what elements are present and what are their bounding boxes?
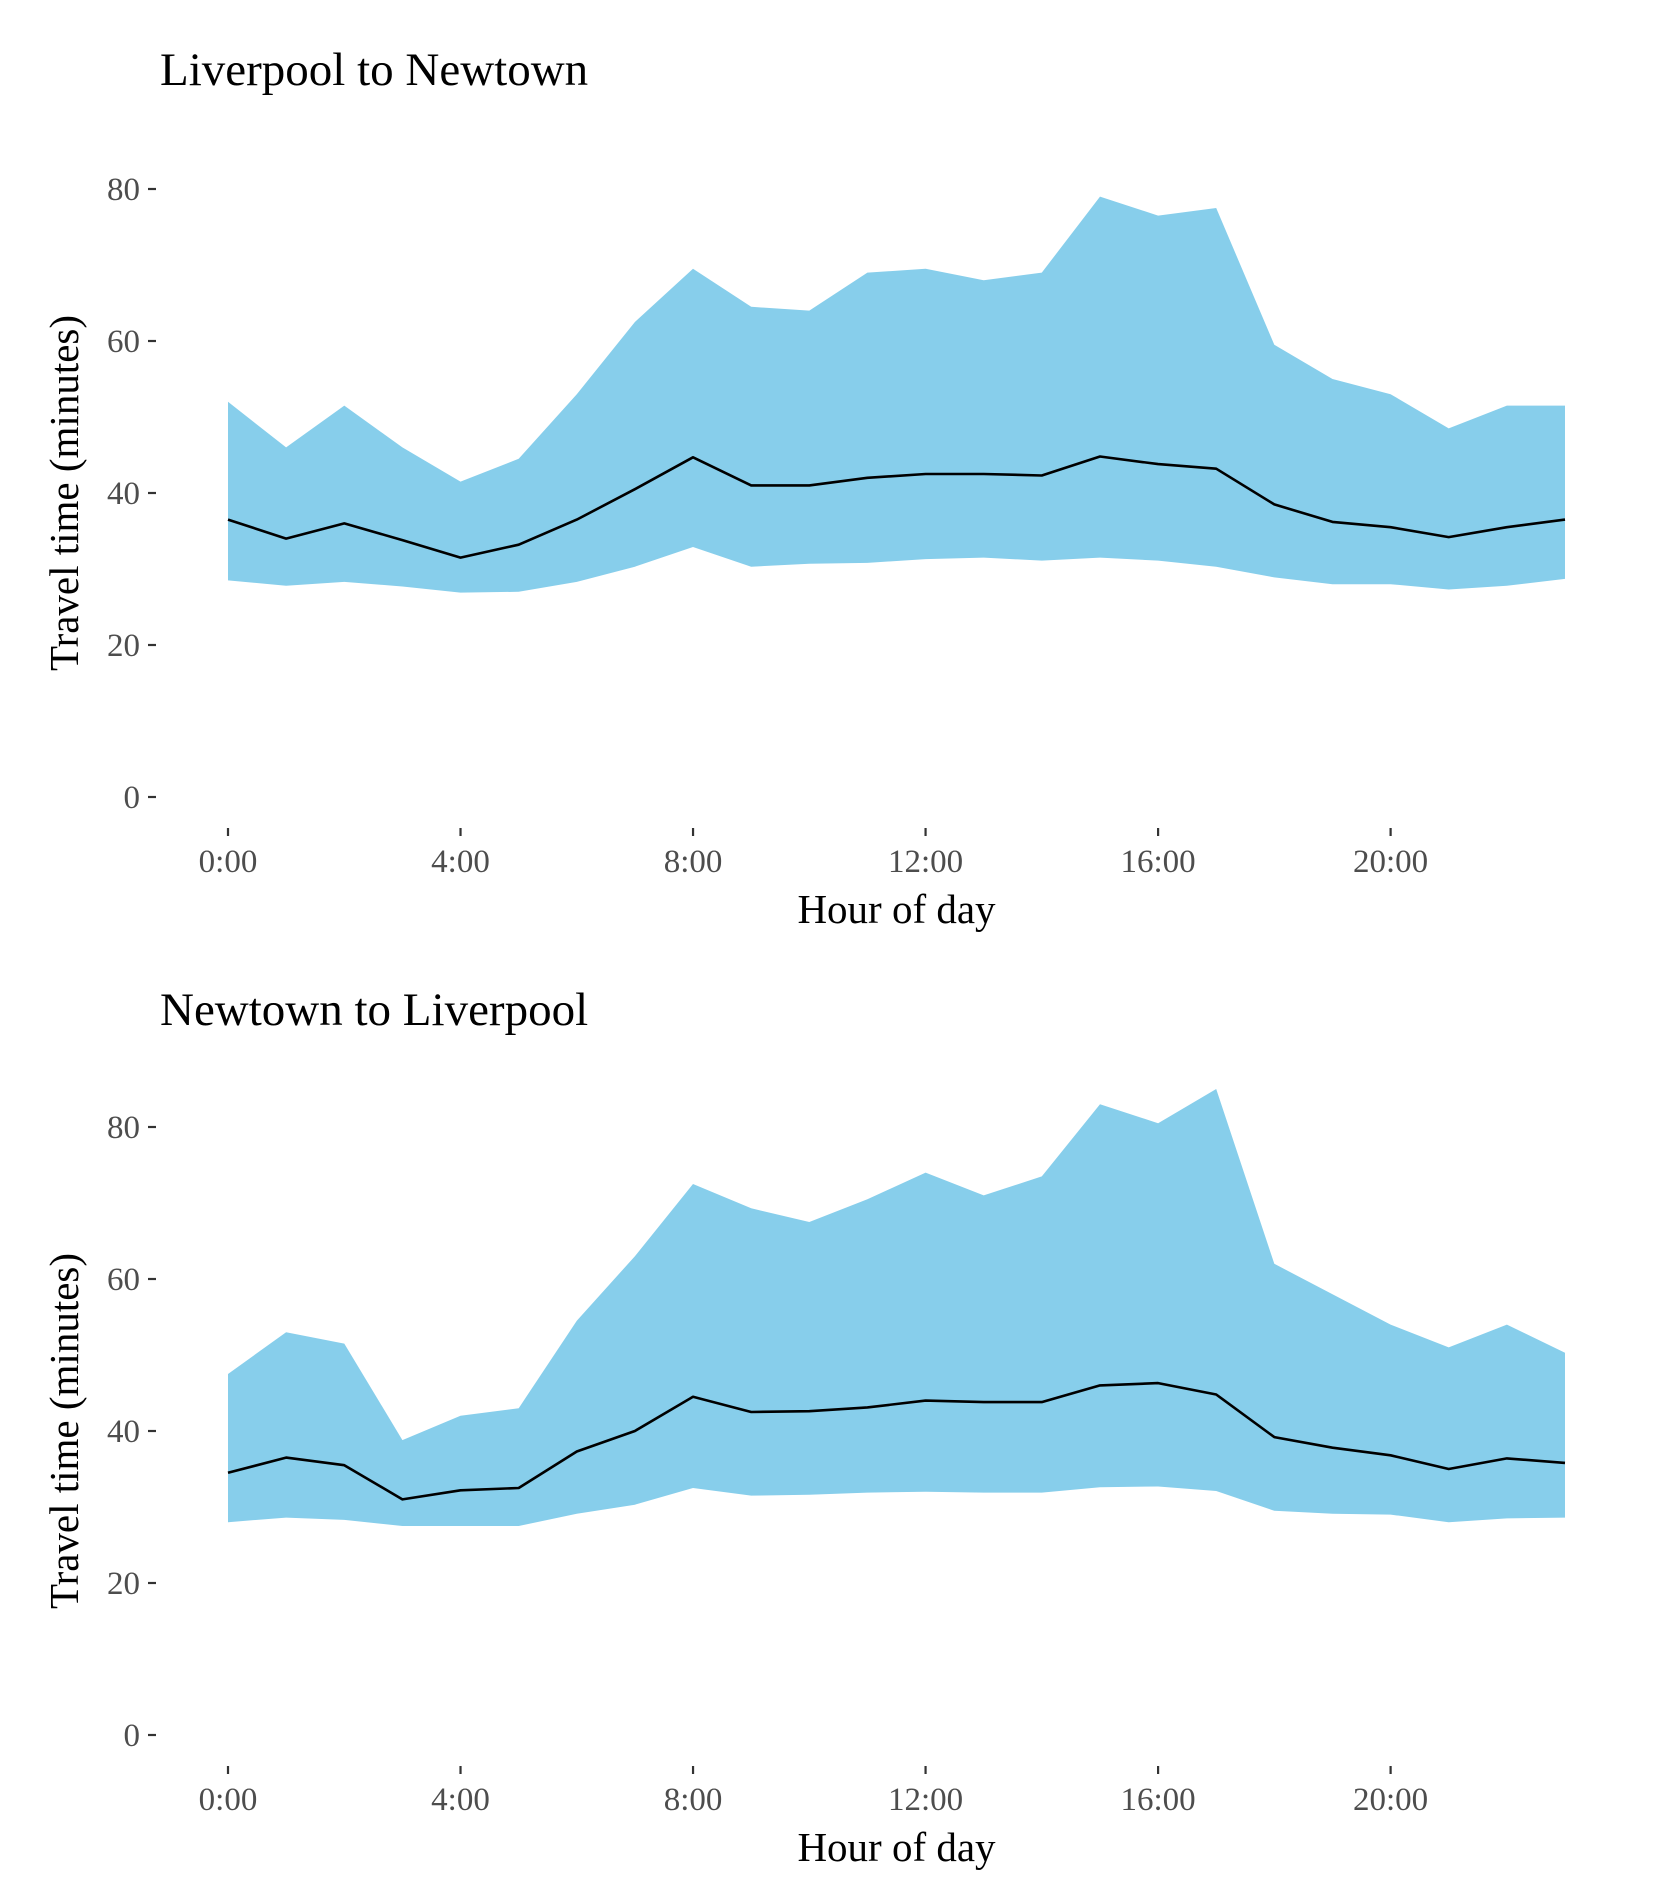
chart-title: Liverpool to Newtown	[160, 44, 588, 96]
chart-title: Newtown to Liverpool	[160, 984, 588, 1036]
chart-panel: Newtown to Liverpool 0 20 40 60 80 0:00 4:00 8:0…	[41, 984, 1566, 1870]
y-tick-label: 40	[107, 1414, 140, 1450]
x-tick-label: 8:00	[664, 844, 723, 880]
x-tick-label: 20:00	[1353, 844, 1428, 880]
y-tick-label: 0	[124, 780, 141, 816]
median-line	[227, 455, 1566, 559]
x-tick-label: 4:00	[431, 844, 490, 880]
y-tick-label: 20	[107, 1566, 140, 1602]
x-axis-title: Hour of day	[797, 1824, 996, 1870]
x-tick-label: 0:00	[199, 1782, 258, 1818]
x-tick-label: 4:00	[431, 1782, 490, 1818]
range-band	[228, 196, 1565, 593]
y-tick-label: 60	[107, 1262, 140, 1298]
y-tick-label: 40	[107, 476, 140, 512]
y-tick-label: 20	[107, 628, 140, 664]
x-axis-title: Hour of day	[797, 886, 996, 932]
y-tick-label: 80	[107, 172, 140, 208]
x-tick-label: 0:00	[199, 844, 258, 880]
y-tick-label: 0	[124, 1718, 141, 1754]
y-axis-title: Travel time (minutes)	[41, 1253, 87, 1609]
y-axis-title: Travel time (minutes)	[41, 315, 87, 671]
x-tick-label: 12:00	[888, 844, 963, 880]
y-tick-label: 80	[107, 1110, 140, 1146]
x-tick-label: 12:00	[888, 1782, 963, 1818]
x-tick-label: 16:00	[1121, 1782, 1196, 1818]
range-band	[228, 1089, 1565, 1526]
chart-panel: Liverpool to Newtown 0 20 40 60 80 0:00 4:00 8:0…	[41, 44, 1566, 932]
x-tick-label: 16:00	[1121, 844, 1196, 880]
x-tick-label: 20:00	[1353, 1782, 1428, 1818]
y-tick-label: 60	[107, 324, 140, 360]
x-tick-label: 8:00	[664, 1782, 723, 1818]
median-line	[227, 1381, 1566, 1501]
